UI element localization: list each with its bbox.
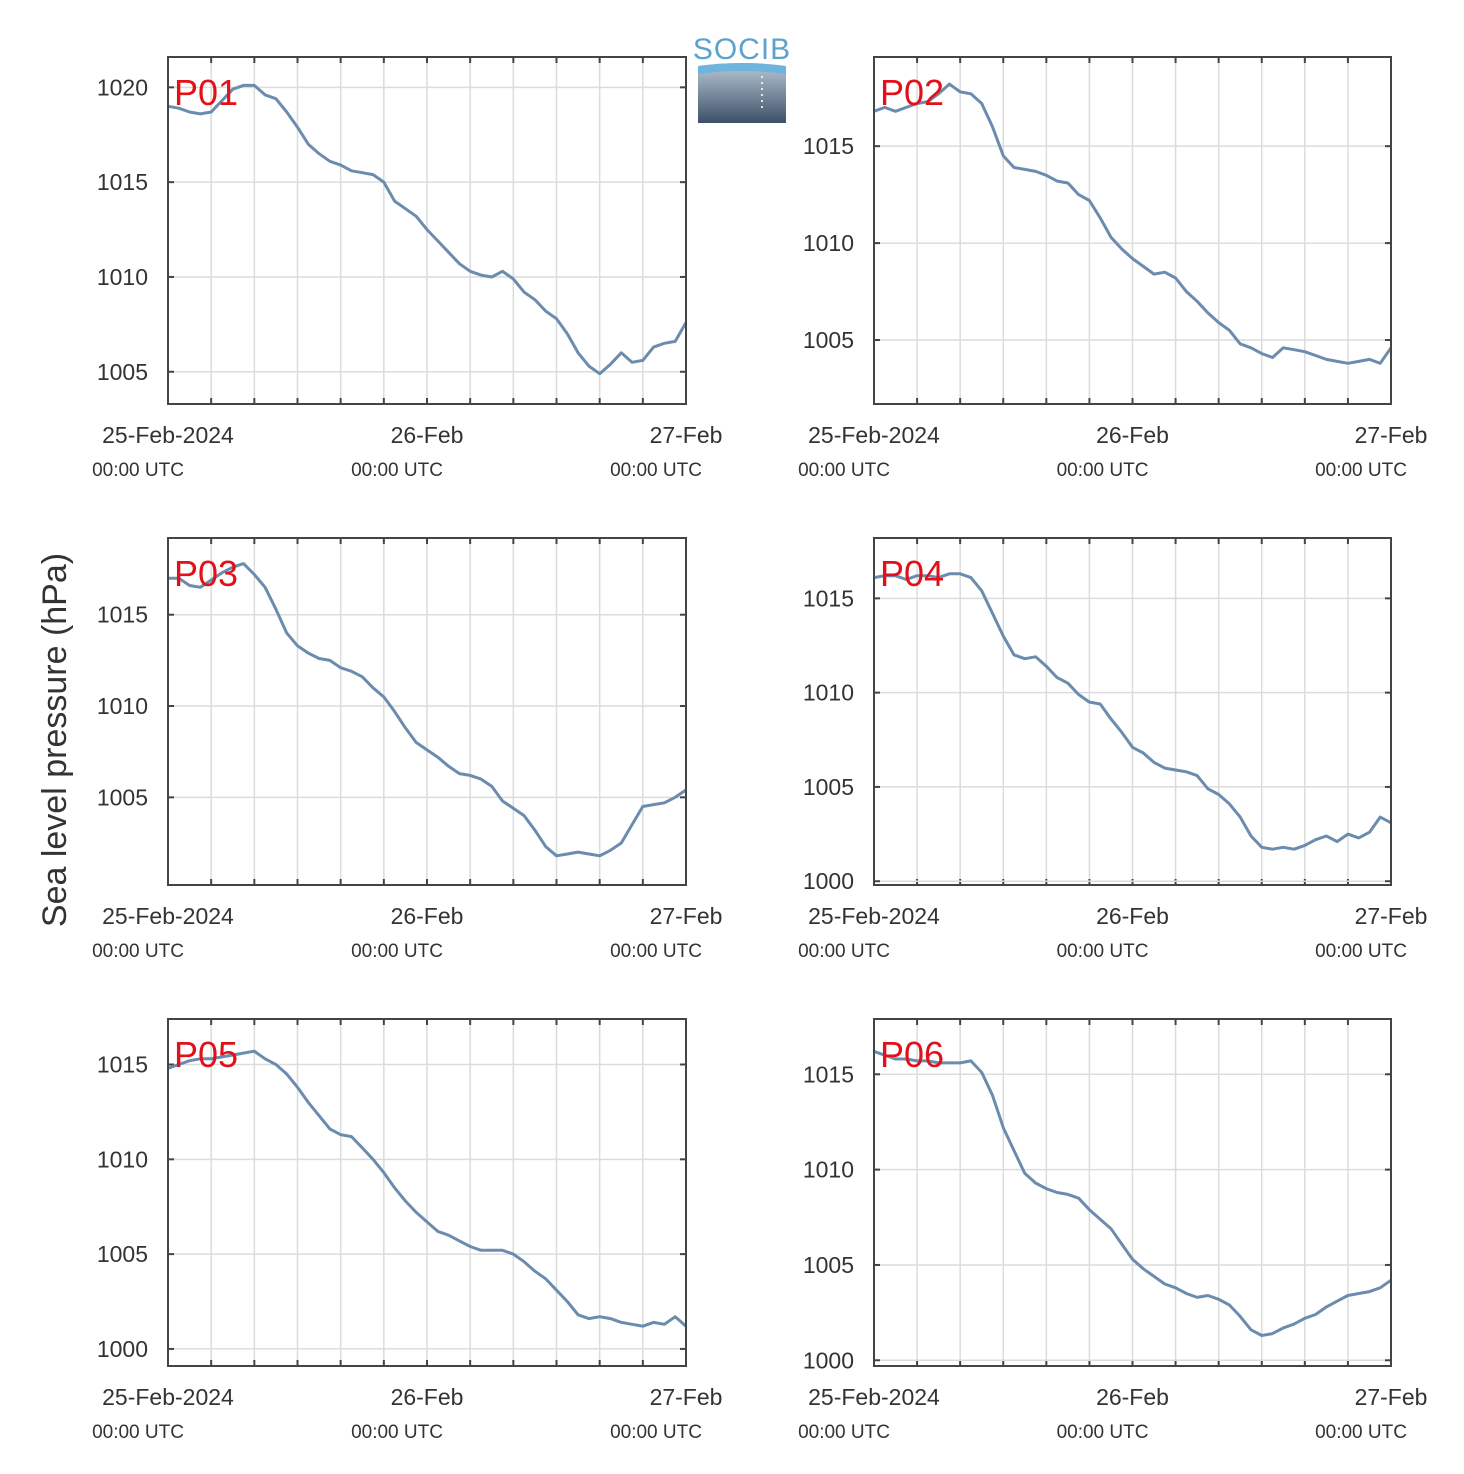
x-tick-sublabel: 00:00 UTC <box>610 460 702 481</box>
x-tick-label: 25-Feb-2024 <box>102 1384 234 1410</box>
y-tick-label: 1005 <box>97 784 148 810</box>
y-tick-label: 1010 <box>803 680 854 706</box>
x-tick-label: 27-Feb <box>1355 1384 1428 1410</box>
panel-label: P06 <box>880 1034 944 1075</box>
y-tick-label: 1010 <box>97 693 148 719</box>
panel-label: P03 <box>174 553 238 594</box>
pressure-line <box>873 82 1393 365</box>
plot-frame <box>873 537 1392 886</box>
plot-frame <box>873 56 1392 405</box>
panel-label: P05 <box>174 1034 238 1075</box>
y-tick-label: 1015 <box>803 1061 854 1087</box>
x-tick-sublabel: 00:00 UTC <box>1315 460 1407 481</box>
y-tick-label: 1005 <box>97 1241 148 1267</box>
y-tick-label: 1000 <box>803 1347 854 1373</box>
x-tick-label: 25-Feb-2024 <box>102 422 234 448</box>
plot-frame <box>167 56 687 405</box>
y-tick-label: 1000 <box>97 1336 148 1362</box>
panel-p03: 1005 1010 1015 P03 25-Feb-2024 00:00 UTC 26-Fe… <box>92 537 723 962</box>
y-tick-label: 1000 <box>803 868 854 894</box>
y-tick-label: 1010 <box>803 1157 854 1183</box>
y-tick-label: 1015 <box>803 585 854 611</box>
x-tick-label: 27-Feb <box>650 903 723 929</box>
x-tick-label: 27-Feb <box>650 422 723 448</box>
panel-p05: 1000 1005 1010 1015 P05 25-Feb-2024 00:00 UTC 2… <box>92 1018 723 1443</box>
y-tick-label: 1005 <box>97 359 148 385</box>
pressure-line <box>873 572 1392 851</box>
x-tick-sublabel: 00:00 UTC <box>351 941 443 962</box>
y-tick-label: 1010 <box>97 1146 148 1172</box>
panel-p01: 1005 1010 1015 1020 P01 25-Feb-2024 00:00 UTC 2… <box>92 56 723 481</box>
x-tick-label: 26-Feb <box>391 903 464 929</box>
x-tick-label: 26-Feb <box>391 1384 464 1410</box>
y-tick-label: 1010 <box>803 230 854 256</box>
panels-container: 1005 1010 1015 1020 P01 25-Feb-2024 00:00 UTC 2… <box>92 56 1428 1443</box>
x-tick-label: 25-Feb-2024 <box>102 903 234 929</box>
x-tick-sublabel: 00:00 UTC <box>92 1422 184 1443</box>
x-tick-sublabel: 00:00 UTC <box>1315 941 1407 962</box>
panel-label: P04 <box>880 553 944 594</box>
x-tick-sublabel: 00:00 UTC <box>1057 941 1149 962</box>
x-tick-label: 27-Feb <box>1355 903 1428 929</box>
x-tick-label: 26-Feb <box>1096 422 1169 448</box>
y-tick-label: 1005 <box>803 774 854 800</box>
x-tick-sublabel: 00:00 UTC <box>798 1422 890 1443</box>
x-tick-label: 26-Feb <box>1096 1384 1169 1410</box>
x-tick-sublabel: 00:00 UTC <box>92 460 184 481</box>
x-tick-label: 27-Feb <box>650 1384 723 1410</box>
plot-frame <box>873 1018 1392 1367</box>
pressure-line <box>167 83 688 376</box>
x-tick-sublabel: 00:00 UTC <box>798 941 890 962</box>
panel-label: P02 <box>880 72 944 113</box>
socib-logo-text: SOCIB <box>693 33 791 66</box>
plot-frame <box>167 1018 687 1367</box>
y-tick-label: 1015 <box>97 602 148 628</box>
x-tick-sublabel: 00:00 UTC <box>351 1422 443 1443</box>
x-tick-label: 26-Feb <box>1096 903 1169 929</box>
y-tick-label: 1015 <box>97 169 148 195</box>
panel-p04: 1000 1005 1010 1015 P04 25-Feb-2024 00:00 UTC 2… <box>798 537 1428 962</box>
x-tick-sublabel: 00:00 UTC <box>798 460 890 481</box>
pressure-line <box>873 1049 1392 1337</box>
x-tick-sublabel: 00:00 UTC <box>610 1422 702 1443</box>
x-tick-label: 25-Feb-2024 <box>808 422 940 448</box>
pressure-line <box>167 1049 687 1328</box>
x-tick-label: 25-Feb-2024 <box>808 1384 940 1410</box>
x-tick-sublabel: 00:00 UTC <box>1057 460 1149 481</box>
x-tick-label: 25-Feb-2024 <box>808 903 940 929</box>
y-tick-label: 1005 <box>803 327 854 353</box>
y-tick-label: 1015 <box>803 133 854 159</box>
y-tick-label: 1010 <box>97 264 148 290</box>
panel-p06: 1000 1005 1010 1015 P06 25-Feb-2024 00:00 UTC 2… <box>798 1018 1428 1443</box>
x-tick-sublabel: 00:00 UTC <box>610 941 702 962</box>
y-tick-label: 1015 <box>97 1052 148 1078</box>
socib-logo: SOCIB <box>693 33 791 123</box>
panel-p02: 1005 1010 1015 P02 25-Feb-2024 00:00 UTC 26-Fe… <box>798 56 1428 481</box>
x-tick-sublabel: 00:00 UTC <box>1057 1422 1149 1443</box>
x-tick-sublabel: 00:00 UTC <box>92 941 184 962</box>
x-tick-label: 27-Feb <box>1355 422 1428 448</box>
plot-frame <box>167 537 687 886</box>
pressure-line <box>168 562 687 858</box>
x-tick-sublabel: 00:00 UTC <box>351 460 443 481</box>
x-tick-label: 26-Feb <box>391 422 464 448</box>
x-tick-sublabel: 00:00 UTC <box>1315 1422 1407 1443</box>
panel-label: P01 <box>174 72 238 113</box>
y-tick-label: 1005 <box>803 1252 854 1278</box>
y-axis-label: Sea level pressure (hPa) <box>36 553 74 927</box>
y-tick-label: 1020 <box>97 74 148 100</box>
